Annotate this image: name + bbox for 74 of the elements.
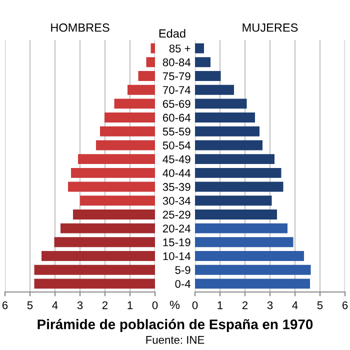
bar <box>195 140 262 150</box>
bar <box>195 57 210 68</box>
y-tick-label: 10-14 <box>163 252 191 260</box>
y-tick-label: 60-64 <box>162 114 191 122</box>
bar <box>195 251 304 261</box>
bar <box>114 98 155 109</box>
bar <box>80 196 155 206</box>
bar <box>195 196 272 206</box>
x-tick-label: 5 <box>317 301 323 310</box>
bar <box>100 126 155 136</box>
bar <box>54 237 155 248</box>
x-tick-label: 0 <box>152 301 158 310</box>
y-tick-label: 55-59 <box>162 128 190 136</box>
bar <box>195 237 294 248</box>
bar <box>104 112 155 123</box>
y-tick-label: 65-69 <box>162 100 190 108</box>
chart-title: MUJERES <box>242 23 298 32</box>
y-tick-label: 15-19 <box>163 238 190 246</box>
x-tick-label: 4 <box>52 301 58 310</box>
y-tick-label: 30-34 <box>162 196 191 205</box>
x-tick-label: 3 <box>77 301 83 310</box>
x-tick-label: 6 <box>342 301 348 310</box>
x-axis-title: % <box>170 300 180 309</box>
y-tick-label: 5-9 <box>175 266 190 274</box>
x-tick-label: 6 <box>2 301 8 310</box>
bar <box>73 209 155 220</box>
y-tick-label: 35-39 <box>162 183 190 191</box>
x-tick-label: 4 <box>292 301 298 310</box>
y-tick-label: 20-24 <box>162 224 191 232</box>
y-tick-label: 0-4 <box>175 280 191 288</box>
x-tick-label: 3 <box>267 301 273 310</box>
y-tick-label: 25-29 <box>162 210 190 219</box>
bar <box>42 251 155 261</box>
bar <box>195 154 274 164</box>
bar <box>146 57 155 68</box>
bar <box>195 126 260 136</box>
bar <box>195 84 234 95</box>
x-tick-label: 5 <box>27 301 33 310</box>
y-tick-label: 40-44 <box>162 169 191 178</box>
bar <box>195 264 311 275</box>
x-tick-label: 0 <box>192 301 198 310</box>
bar <box>195 71 221 81</box>
bar <box>128 84 155 95</box>
bar <box>60 223 155 234</box>
bar <box>34 278 155 289</box>
bar <box>78 154 155 164</box>
y-tick-label: 45-49 <box>162 155 190 164</box>
bar <box>195 168 282 178</box>
y-tick-label: 80-84 <box>162 58 191 66</box>
bar <box>96 140 155 150</box>
bar <box>150 43 155 54</box>
bar <box>195 278 310 289</box>
bar <box>138 71 155 81</box>
x-tick-label: 1 <box>218 301 223 310</box>
y-tick-label: 75-79 <box>162 72 190 80</box>
bar <box>195 209 277 220</box>
x-tick-label: 1 <box>128 301 133 310</box>
bar <box>195 98 247 109</box>
y-tick-label: 85 + <box>169 44 190 52</box>
bar <box>195 43 204 54</box>
bar <box>195 223 288 234</box>
bar <box>68 182 155 192</box>
source-note: Fuente: INE <box>146 336 204 344</box>
y-tick-label: 50-54 <box>162 142 191 150</box>
y-axis-title: Edad <box>159 28 186 38</box>
x-tick-label: 2 <box>102 301 108 310</box>
y-tick-label: 70-74 <box>162 86 191 94</box>
bar <box>195 182 284 192</box>
chart-title: HOMBRES <box>51 23 110 32</box>
x-tick-label: 2 <box>242 301 248 310</box>
bar <box>195 112 255 123</box>
bar <box>34 264 155 275</box>
bar <box>71 168 155 178</box>
text: Pirámide de población de España en 1970 <box>38 318 313 332</box>
